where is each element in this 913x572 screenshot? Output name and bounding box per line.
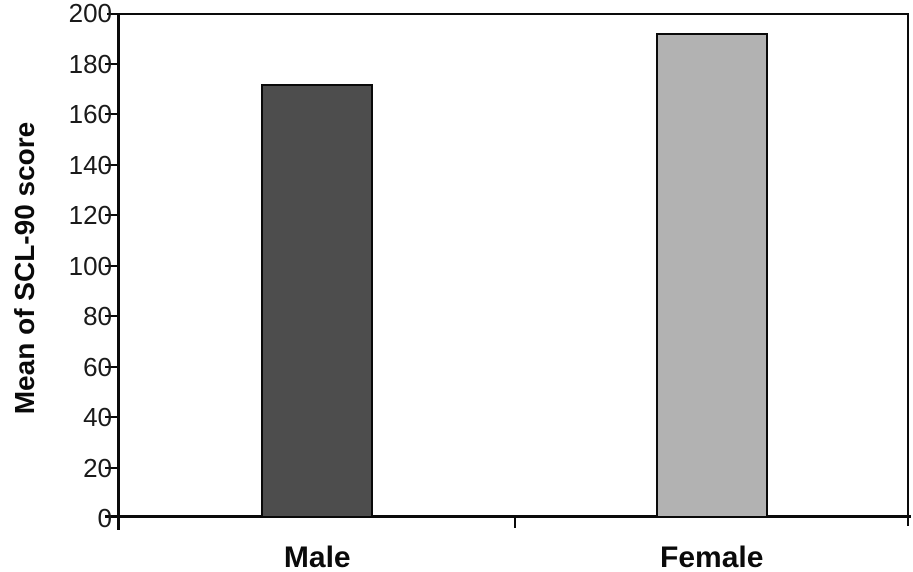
y-tick-label: 40 bbox=[83, 402, 112, 432]
y-tick-mark bbox=[105, 264, 118, 267]
y-tick-mark bbox=[105, 315, 118, 317]
x-axis-line bbox=[105, 515, 911, 518]
bar-female bbox=[655, 33, 768, 518]
y-tick-label: 140 bbox=[68, 149, 112, 180]
y-tick-label: 80 bbox=[83, 301, 112, 331]
x-category-label: Male bbox=[283, 541, 351, 572]
y-tick-label: 160 bbox=[68, 99, 112, 129]
y-tick-label: 100 bbox=[68, 250, 112, 281]
y-tick-mark bbox=[105, 163, 118, 166]
y-tick-mark bbox=[105, 466, 118, 469]
y-tick-label: 60 bbox=[83, 351, 112, 382]
y-tick-mark bbox=[105, 113, 118, 115]
y-tick-mark bbox=[105, 62, 118, 65]
y-tick-mark bbox=[105, 365, 118, 368]
x-tick-mark bbox=[513, 517, 516, 528]
y-tick-label: 180 bbox=[68, 48, 112, 79]
y-tick-label: 0 bbox=[97, 503, 112, 533]
y-tick-label: 200 bbox=[68, 0, 112, 28]
plot-right-border bbox=[907, 13, 909, 526]
bar-male bbox=[261, 83, 374, 518]
plot-top-border bbox=[107, 13, 909, 15]
plot-area: 0 20 40 60 80 100 120 140 160 180 200 Male Female bbox=[69, 0, 911, 572]
y-axis-line bbox=[117, 13, 120, 530]
y-tick-mark bbox=[105, 416, 118, 418]
y-tick-label: 120 bbox=[68, 200, 112, 230]
y-tick-mark bbox=[105, 214, 118, 216]
y-tick-label: 20 bbox=[83, 452, 112, 483]
x-category-label: Female bbox=[660, 541, 764, 572]
